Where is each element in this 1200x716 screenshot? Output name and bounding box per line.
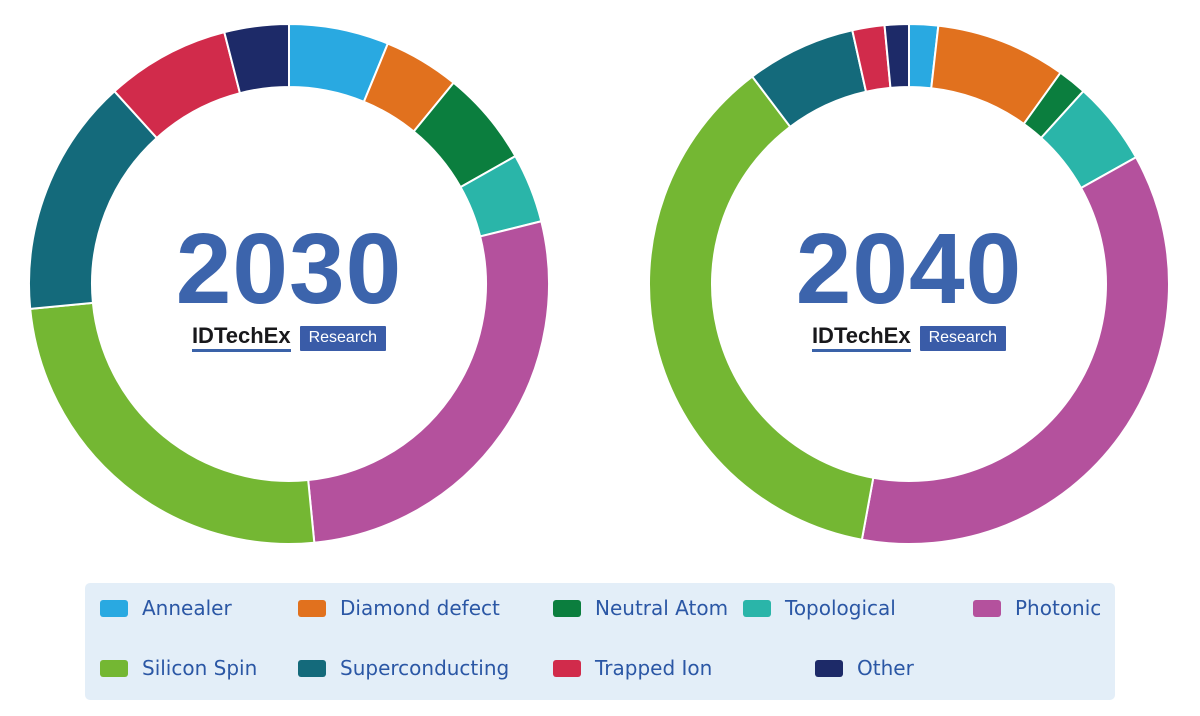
brand-research-badge: Research	[299, 326, 387, 351]
legend-item-silicon-spin: Silicon Spin	[100, 656, 257, 680]
legend-swatch-silicon-spin	[100, 659, 128, 677]
legend-swatch-topological	[743, 599, 771, 617]
legend-swatch-neutral-atom	[553, 599, 581, 617]
segment-photonic-2040	[860, 156, 1171, 545]
legend-swatch-other	[815, 659, 843, 677]
brand-research-badge: Research	[919, 326, 1007, 351]
legend-swatch-trapped-ion	[553, 659, 581, 677]
legend-item-topological: Topological	[743, 596, 896, 620]
legend-item-superconducting: Superconducting	[298, 656, 509, 680]
legend-item-diamond-defect: Diamond defect	[298, 596, 500, 620]
legend-label-photonic: Photonic	[1015, 596, 1102, 620]
segment-other-2030	[223, 23, 290, 95]
legend-label-silicon-spin: Silicon Spin	[142, 656, 258, 680]
brand-name: IDTechEx	[191, 325, 291, 352]
segment-other-2040	[883, 22, 910, 89]
donut-chart-2040: 2040 IDTechEx Research	[647, 22, 1171, 546]
legend-swatch-diamond-defect	[298, 599, 326, 617]
legend-item-neutral-atom: Neutral Atom	[553, 596, 728, 620]
legend-item-annealer: Annealer	[100, 596, 232, 620]
donut-svg-2040	[647, 22, 1171, 545]
donut-chart-2030: 2030 IDTechEx Research	[27, 22, 551, 546]
legend-label-neutral-atom: Neutral Atom	[595, 596, 729, 620]
legend-item-photonic: Photonic	[973, 596, 1101, 620]
legend-label-other: Other	[857, 656, 914, 680]
segment-photonic-2030	[307, 220, 550, 544]
legend-label-topological: Topological	[785, 596, 896, 620]
legend: Annealer Diamond defect Neutral Atom Topolo…	[85, 583, 1115, 700]
legend-label-trapped-ion: Trapped Ion	[595, 656, 713, 680]
legend-label-superconducting: Superconducting	[340, 656, 510, 680]
segment-silicon-spin-2040	[647, 75, 875, 541]
brand-name: IDTechEx	[811, 325, 911, 352]
brand-logo: IDTechEx Research	[27, 325, 551, 352]
donut-svg-2030	[28, 23, 550, 546]
legend-label-diamond-defect: Diamond defect	[340, 596, 500, 620]
legend-swatch-photonic	[973, 599, 1001, 617]
legend-item-other: Other	[815, 656, 914, 680]
year-label-2040: 2040	[795, 213, 1023, 325]
legend-swatch-annealer	[100, 599, 128, 617]
legend-item-trapped-ion: Trapped Ion	[553, 656, 712, 680]
legend-label-annealer: Annealer	[142, 596, 232, 620]
year-label-2030: 2030	[175, 213, 403, 325]
brand-logo: IDTechEx Research	[647, 325, 1171, 352]
legend-swatch-superconducting	[298, 659, 326, 677]
